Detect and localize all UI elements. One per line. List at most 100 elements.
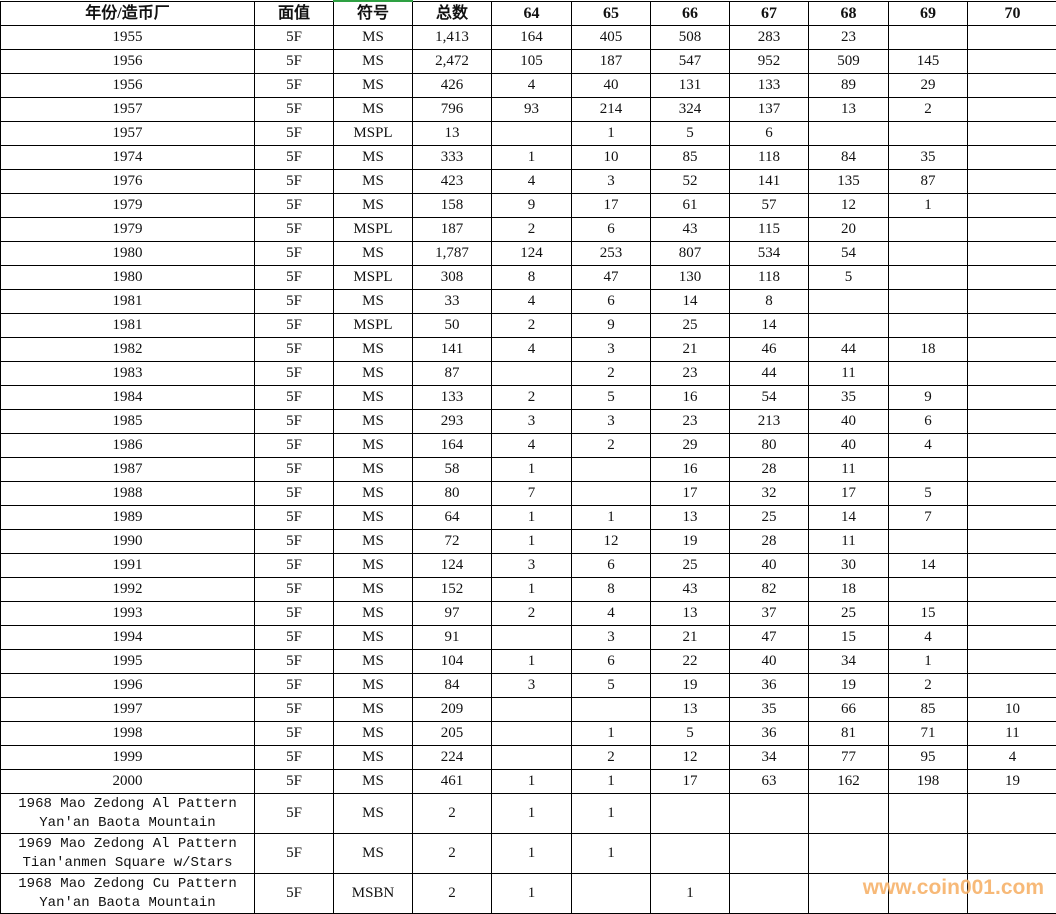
table-cell[interactable]: 1994	[0, 625, 255, 650]
table-cell[interactable]: 8	[729, 289, 809, 314]
table-cell[interactable]: 43	[650, 217, 730, 242]
table-cell[interactable]: 130	[650, 265, 730, 290]
table-cell[interactable]: 23	[808, 25, 889, 50]
table-cell[interactable]: 9	[491, 193, 572, 218]
table-cell[interactable]: 5F	[254, 649, 334, 674]
table-cell[interactable]: MSPL	[333, 121, 413, 146]
table-cell[interactable]: 187	[412, 217, 492, 242]
table-cell[interactable]: 87	[412, 361, 492, 386]
table-cell[interactable]: 5F	[254, 49, 334, 74]
table-cell[interactable]	[491, 721, 572, 746]
table-cell[interactable]: 11	[808, 361, 889, 386]
table-cell[interactable]: 1,787	[412, 241, 492, 266]
table-cell[interactable]: 40	[808, 409, 889, 434]
table-cell[interactable]: MS	[333, 49, 413, 74]
table-cell[interactable]: 1	[571, 505, 651, 530]
table-cell[interactable]: MSPL	[333, 217, 413, 242]
table-cell[interactable]	[967, 241, 1056, 266]
table-cell[interactable]: 5F	[254, 25, 334, 50]
table-cell[interactable]: 85	[650, 145, 730, 170]
table-cell[interactable]: 93	[491, 97, 572, 122]
table-cell[interactable]	[729, 833, 809, 874]
table-cell[interactable]	[729, 873, 809, 914]
table-cell[interactable]: 1955	[0, 25, 255, 50]
table-cell[interactable]: 11	[808, 529, 889, 554]
table-cell[interactable]: 1	[491, 793, 572, 834]
table-cell[interactable]: 1981	[0, 289, 255, 314]
table-cell[interactable]: 5	[808, 265, 889, 290]
table-cell[interactable]: 3	[571, 169, 651, 194]
table-cell[interactable]: 47	[729, 625, 809, 650]
table-cell[interactable]	[491, 121, 572, 146]
table-cell[interactable]: 1993	[0, 601, 255, 626]
table-cell[interactable]: 2	[888, 673, 968, 698]
table-cell[interactable]: 137	[729, 97, 809, 122]
table-cell[interactable]: 187	[571, 49, 651, 74]
table-cell[interactable]: 46	[729, 337, 809, 362]
table-cell[interactable]: 2	[491, 313, 572, 338]
table-cell[interactable]: 58	[412, 457, 492, 482]
table-cell[interactable]: 1	[888, 193, 968, 218]
table-cell[interactable]: 9	[571, 313, 651, 338]
column-header[interactable]: 64	[491, 0, 572, 26]
table-cell[interactable]: 97	[412, 601, 492, 626]
table-cell[interactable]: 5F	[254, 529, 334, 554]
table-cell[interactable]: 95	[888, 745, 968, 770]
table-cell[interactable]	[808, 833, 889, 874]
table-cell[interactable]: 1989	[0, 505, 255, 530]
table-cell[interactable]: 87	[888, 169, 968, 194]
table-cell[interactable]: MS	[333, 481, 413, 506]
table-cell[interactable]: MS	[333, 529, 413, 554]
table-cell[interactable]	[967, 97, 1056, 122]
table-cell[interactable]: 509	[808, 49, 889, 74]
table-cell[interactable]: 1998	[0, 721, 255, 746]
table-cell[interactable]	[967, 361, 1056, 386]
table-cell[interactable]: 22	[650, 649, 730, 674]
column-header[interactable]: 70	[967, 0, 1056, 26]
table-cell[interactable]	[967, 385, 1056, 410]
table-cell[interactable]: 5F	[254, 121, 334, 146]
table-cell[interactable]: MS	[333, 769, 413, 794]
table-cell[interactable]: MS	[333, 25, 413, 50]
table-cell[interactable]: MS	[333, 193, 413, 218]
table-cell[interactable]: 6	[571, 553, 651, 578]
table-cell[interactable]	[967, 409, 1056, 434]
table-cell[interactable]: 1	[571, 793, 651, 834]
table-cell[interactable]: 15	[808, 625, 889, 650]
table-cell[interactable]: 283	[729, 25, 809, 50]
table-cell[interactable]: 105	[491, 49, 572, 74]
table-cell[interactable]: 1997	[0, 697, 255, 722]
table-cell[interactable]: 13	[650, 697, 730, 722]
table-cell[interactable]: 28	[729, 529, 809, 554]
table-cell[interactable]: MSBN	[333, 873, 413, 914]
table-cell[interactable]: 61	[650, 193, 730, 218]
table-cell[interactable]	[729, 793, 809, 834]
table-cell[interactable]: 1999	[0, 745, 255, 770]
table-cell[interactable]: 16	[650, 457, 730, 482]
table-cell[interactable]	[888, 833, 968, 874]
table-cell[interactable]	[967, 873, 1056, 914]
table-cell[interactable]: 1956	[0, 49, 255, 74]
table-cell[interactable]	[967, 217, 1056, 242]
table-cell[interactable]: MS	[333, 601, 413, 626]
table-cell[interactable]: 333	[412, 145, 492, 170]
table-cell[interactable]: 131	[650, 73, 730, 98]
table-cell[interactable]	[491, 745, 572, 770]
table-cell[interactable]: 1	[491, 649, 572, 674]
table-cell[interactable]: 5F	[254, 873, 334, 914]
table-cell[interactable]: 34	[808, 649, 889, 674]
table-cell[interactable]: 2	[412, 873, 492, 914]
table-cell[interactable]	[967, 529, 1056, 554]
table-cell[interactable]: 952	[729, 49, 809, 74]
table-cell[interactable]: 5F	[254, 577, 334, 602]
table-cell[interactable]: 64	[412, 505, 492, 530]
table-cell[interactable]: MS	[333, 361, 413, 386]
table-cell[interactable]: 2	[491, 601, 572, 626]
table-cell[interactable]: 5F	[254, 361, 334, 386]
table-cell[interactable]: 5F	[254, 217, 334, 242]
table-cell[interactable]: 1	[571, 121, 651, 146]
table-cell[interactable]: 162	[808, 769, 889, 794]
table-cell[interactable]: 5	[571, 385, 651, 410]
table-cell[interactable]: 13	[808, 97, 889, 122]
column-header[interactable]: 66	[650, 0, 730, 26]
